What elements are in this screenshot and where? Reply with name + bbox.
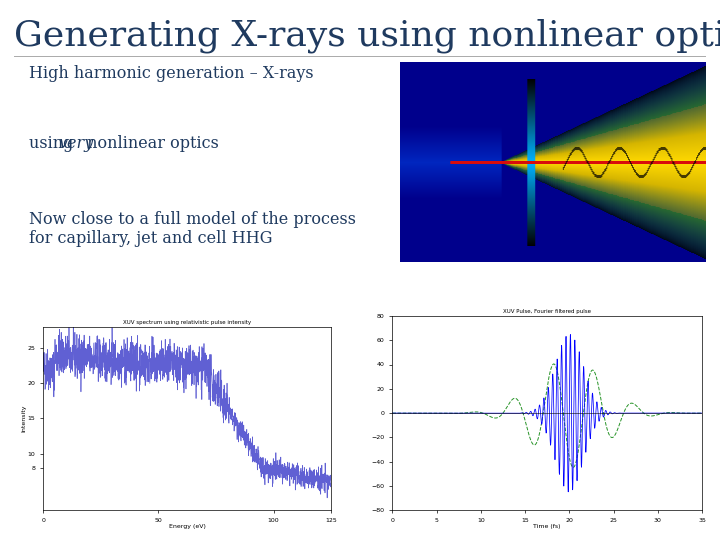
Text: Generating X-rays using nonlinear optics: Generating X-rays using nonlinear optics xyxy=(14,19,720,53)
Text: very: very xyxy=(58,135,94,152)
Title: XUV Pulse, Fourier filtered pulse: XUV Pulse, Fourier filtered pulse xyxy=(503,309,591,314)
X-axis label: Time (fs): Time (fs) xyxy=(534,524,561,529)
Text: Now close to a full model of the process
for capillary, jet and cell HHG: Now close to a full model of the process… xyxy=(29,211,356,247)
X-axis label: Energy (eV): Energy (eV) xyxy=(168,524,206,529)
Y-axis label: Intensity: Intensity xyxy=(22,405,27,432)
Text: using: using xyxy=(29,135,78,152)
Text: High harmonic generation – X-rays: High harmonic generation – X-rays xyxy=(29,65,313,82)
Title: XUV spectrum using relativistic pulse intensity: XUV spectrum using relativistic pulse in… xyxy=(123,320,251,325)
Text: nonlinear optics: nonlinear optics xyxy=(82,135,219,152)
